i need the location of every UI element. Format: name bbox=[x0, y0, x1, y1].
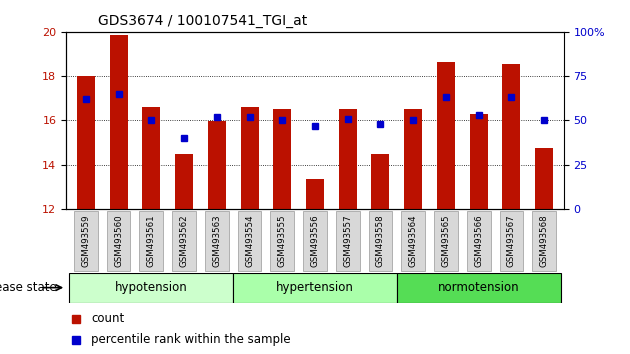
FancyBboxPatch shape bbox=[467, 211, 491, 271]
Text: GSM493558: GSM493558 bbox=[376, 215, 385, 267]
Text: GSM493568: GSM493568 bbox=[540, 215, 549, 267]
Text: GSM493562: GSM493562 bbox=[180, 215, 188, 267]
Text: count: count bbox=[91, 312, 124, 325]
Text: GSM493565: GSM493565 bbox=[442, 215, 450, 267]
FancyBboxPatch shape bbox=[238, 211, 261, 271]
FancyBboxPatch shape bbox=[369, 211, 392, 271]
Text: disease state: disease state bbox=[0, 281, 57, 294]
Text: GSM493555: GSM493555 bbox=[278, 215, 287, 267]
Bar bbox=[503, 64, 520, 209]
FancyBboxPatch shape bbox=[397, 273, 561, 303]
Bar bbox=[208, 121, 226, 209]
FancyBboxPatch shape bbox=[106, 211, 130, 271]
Bar bbox=[372, 154, 389, 209]
Text: GSM493560: GSM493560 bbox=[114, 215, 123, 267]
Text: GSM493567: GSM493567 bbox=[507, 215, 516, 267]
FancyBboxPatch shape bbox=[532, 211, 556, 271]
Bar bbox=[470, 114, 488, 209]
Text: hypertension: hypertension bbox=[276, 281, 354, 294]
FancyBboxPatch shape bbox=[270, 211, 294, 271]
Bar bbox=[273, 109, 291, 209]
Text: GSM493561: GSM493561 bbox=[147, 215, 156, 267]
FancyBboxPatch shape bbox=[205, 211, 229, 271]
FancyBboxPatch shape bbox=[69, 273, 233, 303]
FancyBboxPatch shape bbox=[233, 273, 397, 303]
Bar bbox=[339, 109, 357, 209]
Text: GSM493564: GSM493564 bbox=[409, 215, 418, 267]
Text: GSM493556: GSM493556 bbox=[311, 215, 319, 267]
Text: GSM493566: GSM493566 bbox=[474, 215, 483, 267]
FancyBboxPatch shape bbox=[401, 211, 425, 271]
FancyBboxPatch shape bbox=[172, 211, 196, 271]
FancyBboxPatch shape bbox=[303, 211, 327, 271]
Bar bbox=[241, 107, 258, 209]
Text: GDS3674 / 100107541_TGI_at: GDS3674 / 100107541_TGI_at bbox=[98, 14, 307, 28]
Bar bbox=[404, 109, 422, 209]
FancyBboxPatch shape bbox=[500, 211, 524, 271]
Text: GSM493554: GSM493554 bbox=[245, 215, 254, 267]
Text: normotension: normotension bbox=[438, 281, 520, 294]
Bar bbox=[110, 35, 127, 209]
Text: GSM493557: GSM493557 bbox=[343, 215, 352, 267]
Text: GSM493559: GSM493559 bbox=[81, 215, 90, 267]
Bar bbox=[437, 62, 455, 209]
Bar bbox=[536, 148, 553, 209]
Text: percentile rank within the sample: percentile rank within the sample bbox=[91, 333, 290, 346]
Text: GSM493563: GSM493563 bbox=[212, 215, 221, 267]
Text: hypotension: hypotension bbox=[115, 281, 188, 294]
FancyBboxPatch shape bbox=[139, 211, 163, 271]
FancyBboxPatch shape bbox=[434, 211, 458, 271]
Bar bbox=[142, 107, 160, 209]
Bar bbox=[77, 76, 94, 209]
Bar bbox=[306, 179, 324, 209]
FancyBboxPatch shape bbox=[74, 211, 98, 271]
Bar bbox=[175, 154, 193, 209]
FancyBboxPatch shape bbox=[336, 211, 360, 271]
